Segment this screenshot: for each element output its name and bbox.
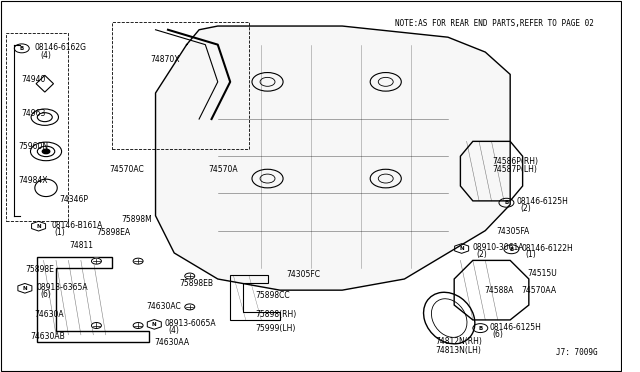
Text: (6): (6) <box>40 290 51 299</box>
Text: 75960N: 75960N <box>19 142 49 151</box>
Text: 74984X: 74984X <box>19 176 48 185</box>
Text: B: B <box>20 46 24 51</box>
Text: 74811: 74811 <box>70 241 93 250</box>
Text: 74305FA: 74305FA <box>497 227 530 236</box>
Text: (6): (6) <box>493 330 504 339</box>
Text: 75898(RH): 75898(RH) <box>255 310 296 319</box>
Text: (1): (1) <box>525 250 536 259</box>
Circle shape <box>92 323 101 328</box>
Text: 74587P(LH): 74587P(LH) <box>493 165 538 174</box>
Text: 74570A: 74570A <box>209 165 238 174</box>
Text: 08146-6162G: 08146-6162G <box>34 43 86 52</box>
Text: J7: 7009G: J7: 7009G <box>556 348 597 357</box>
Text: (2): (2) <box>477 250 487 259</box>
Text: 74630AA: 74630AA <box>154 339 189 347</box>
Text: N: N <box>36 224 41 229</box>
Text: 08146-6122H: 08146-6122H <box>522 244 573 253</box>
Text: 75898M: 75898M <box>122 215 152 224</box>
Text: (2): (2) <box>520 204 531 213</box>
Text: 08913-6365A: 08913-6365A <box>36 283 88 292</box>
Text: 08146-6125H: 08146-6125H <box>516 197 568 206</box>
Text: 75898EA: 75898EA <box>97 228 131 237</box>
Text: 74586P(RH): 74586P(RH) <box>493 157 539 166</box>
Text: N: N <box>152 322 157 327</box>
Polygon shape <box>156 26 510 290</box>
Text: 75898CC: 75898CC <box>255 291 290 300</box>
Circle shape <box>185 304 195 310</box>
Text: 74515U: 74515U <box>527 269 557 278</box>
Text: NOTE:AS FOR REAR END PARTS,REFER TO PAGE 02: NOTE:AS FOR REAR END PARTS,REFER TO PAGE… <box>395 19 594 28</box>
Text: (4): (4) <box>40 51 51 60</box>
Text: (1): (1) <box>55 228 65 237</box>
Text: 08146-B161A: 08146-B161A <box>51 221 102 230</box>
Text: 74630AC: 74630AC <box>146 302 181 311</box>
Circle shape <box>92 258 101 264</box>
Circle shape <box>42 149 50 154</box>
Text: N: N <box>22 286 27 291</box>
Text: 74570AC: 74570AC <box>109 165 143 174</box>
Circle shape <box>133 258 143 264</box>
Text: 74940: 74940 <box>22 76 46 84</box>
Text: B: B <box>509 247 513 252</box>
Text: 74346P: 74346P <box>59 195 88 203</box>
Text: 74963: 74963 <box>22 109 46 118</box>
Text: 74630AB: 74630AB <box>30 332 65 341</box>
Text: 75898EB: 75898EB <box>179 279 213 288</box>
Text: 74588A: 74588A <box>484 286 513 295</box>
Text: 74870X: 74870X <box>150 55 180 64</box>
Text: 75999(LH): 75999(LH) <box>255 324 296 333</box>
Text: B: B <box>504 200 509 205</box>
Text: 75898E: 75898E <box>25 265 54 274</box>
Text: N: N <box>460 246 464 251</box>
Text: 74630A: 74630A <box>34 310 64 319</box>
Text: 08910-3061A: 08910-3061A <box>473 243 524 252</box>
Text: B: B <box>478 326 483 331</box>
Text: 74813N(LH): 74813N(LH) <box>435 346 481 355</box>
Circle shape <box>185 273 195 279</box>
Text: (4): (4) <box>168 326 179 335</box>
Circle shape <box>133 323 143 328</box>
Text: 08146-6125H: 08146-6125H <box>489 323 541 332</box>
Text: 74812N(RH): 74812N(RH) <box>435 337 483 346</box>
Text: 74305FC: 74305FC <box>286 270 320 279</box>
Text: 74570AA: 74570AA <box>522 286 557 295</box>
Text: 08913-6065A: 08913-6065A <box>164 319 216 328</box>
